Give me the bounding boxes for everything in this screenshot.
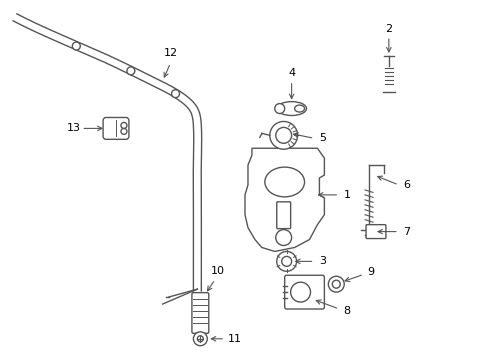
Text: 9: 9 bbox=[366, 267, 374, 277]
Text: 2: 2 bbox=[385, 24, 392, 34]
Circle shape bbox=[275, 127, 291, 143]
Circle shape bbox=[275, 230, 291, 246]
Circle shape bbox=[197, 336, 203, 342]
Polygon shape bbox=[244, 148, 324, 251]
Text: 12: 12 bbox=[163, 48, 177, 58]
Ellipse shape bbox=[276, 102, 306, 116]
Text: 10: 10 bbox=[211, 266, 225, 276]
Text: 3: 3 bbox=[318, 256, 325, 266]
Text: 5: 5 bbox=[318, 133, 325, 143]
Circle shape bbox=[281, 256, 291, 266]
FancyBboxPatch shape bbox=[284, 275, 324, 309]
Circle shape bbox=[193, 332, 207, 346]
Circle shape bbox=[127, 67, 135, 75]
Circle shape bbox=[274, 104, 284, 113]
Circle shape bbox=[332, 280, 340, 288]
FancyBboxPatch shape bbox=[366, 225, 385, 239]
Ellipse shape bbox=[294, 105, 304, 112]
Text: 6: 6 bbox=[403, 180, 409, 190]
Text: 1: 1 bbox=[343, 190, 350, 200]
FancyBboxPatch shape bbox=[103, 117, 129, 139]
Text: 7: 7 bbox=[402, 226, 409, 237]
Text: 11: 11 bbox=[227, 334, 242, 344]
Text: 13: 13 bbox=[66, 123, 80, 134]
Circle shape bbox=[327, 276, 344, 292]
Circle shape bbox=[276, 251, 296, 271]
Circle shape bbox=[269, 121, 297, 149]
Text: 8: 8 bbox=[343, 306, 350, 316]
Ellipse shape bbox=[264, 167, 304, 197]
Circle shape bbox=[171, 90, 179, 98]
Circle shape bbox=[290, 282, 310, 302]
Circle shape bbox=[121, 129, 127, 134]
Text: 4: 4 bbox=[287, 68, 295, 78]
Circle shape bbox=[72, 42, 80, 50]
FancyBboxPatch shape bbox=[191, 293, 208, 333]
FancyBboxPatch shape bbox=[276, 202, 290, 229]
Circle shape bbox=[121, 122, 127, 129]
